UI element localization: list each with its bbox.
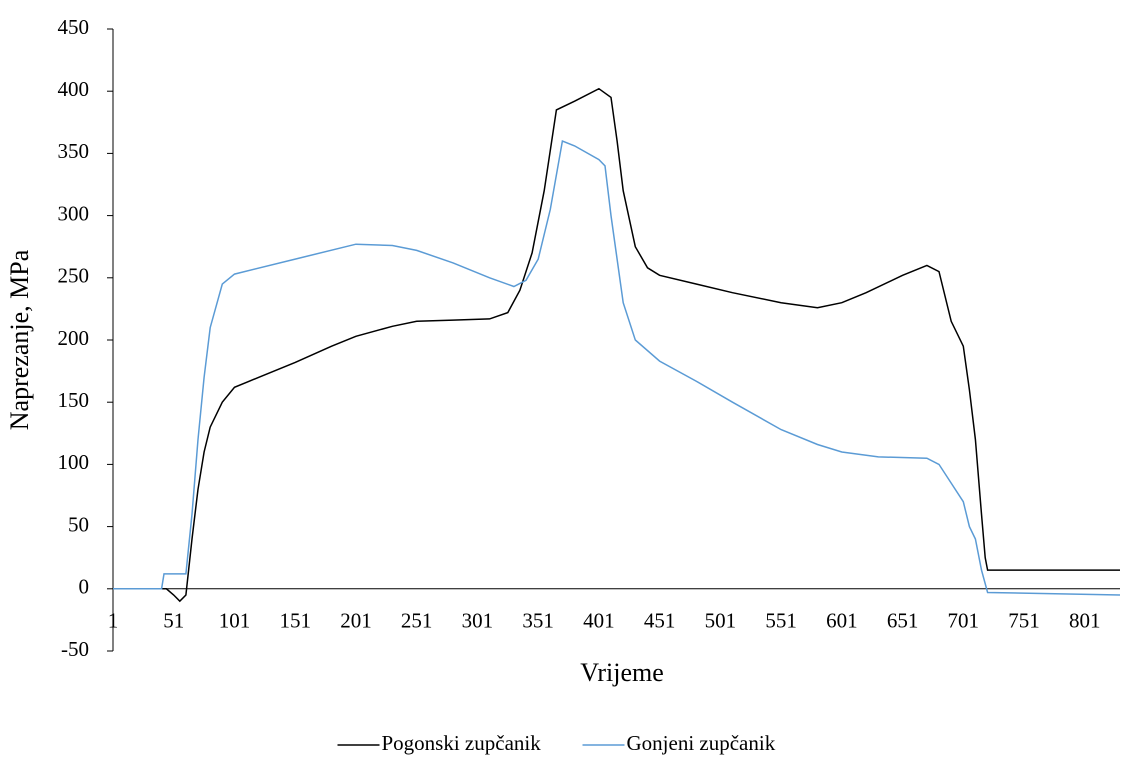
x-tick-label: 1 bbox=[108, 609, 119, 633]
x-tick-label: 701 bbox=[948, 609, 980, 633]
x-tick-label: 101 bbox=[219, 609, 251, 633]
x-tick-label: 301 bbox=[462, 609, 494, 633]
y-tick-label: 350 bbox=[58, 139, 90, 163]
x-axis-label: Vrijeme bbox=[580, 658, 664, 687]
series-line bbox=[113, 87, 1120, 603]
x-tick-label: 151 bbox=[279, 609, 311, 633]
x-tick-label: 651 bbox=[887, 609, 919, 633]
y-tick-label: 450 bbox=[58, 15, 90, 39]
x-tick-label: 601 bbox=[826, 609, 858, 633]
x-tick-label: 501 bbox=[705, 609, 737, 633]
x-tick-label: 251 bbox=[401, 609, 433, 633]
y-tick-label: 50 bbox=[68, 512, 89, 536]
x-tick-label: 801 bbox=[1069, 609, 1101, 633]
legend-label: Gonjeni zupčanik bbox=[627, 731, 776, 755]
y-tick-label: -50 bbox=[61, 637, 89, 661]
x-tick-label: 451 bbox=[644, 609, 676, 633]
x-tick-label: 751 bbox=[1008, 609, 1040, 633]
y-tick-label: 300 bbox=[58, 201, 90, 225]
series-line bbox=[113, 139, 1121, 596]
y-tick-label: 100 bbox=[58, 450, 90, 474]
x-tick-label: 351 bbox=[522, 609, 554, 633]
y-tick-label: 400 bbox=[58, 77, 90, 101]
x-tick-label: 201 bbox=[340, 609, 372, 633]
y-tick-label: 150 bbox=[58, 388, 90, 412]
x-tick-label: 401 bbox=[583, 609, 615, 633]
x-tick-label: 551 bbox=[765, 609, 797, 633]
y-tick-label: 200 bbox=[58, 326, 90, 350]
legend-label: Pogonski zupčanik bbox=[382, 731, 542, 755]
x-tick-label: 51 bbox=[163, 609, 184, 633]
y-tick-label: 250 bbox=[58, 264, 90, 288]
y-axis-label: Naprezanje, MPa bbox=[5, 249, 34, 430]
y-tick-label: 0 bbox=[79, 575, 90, 599]
